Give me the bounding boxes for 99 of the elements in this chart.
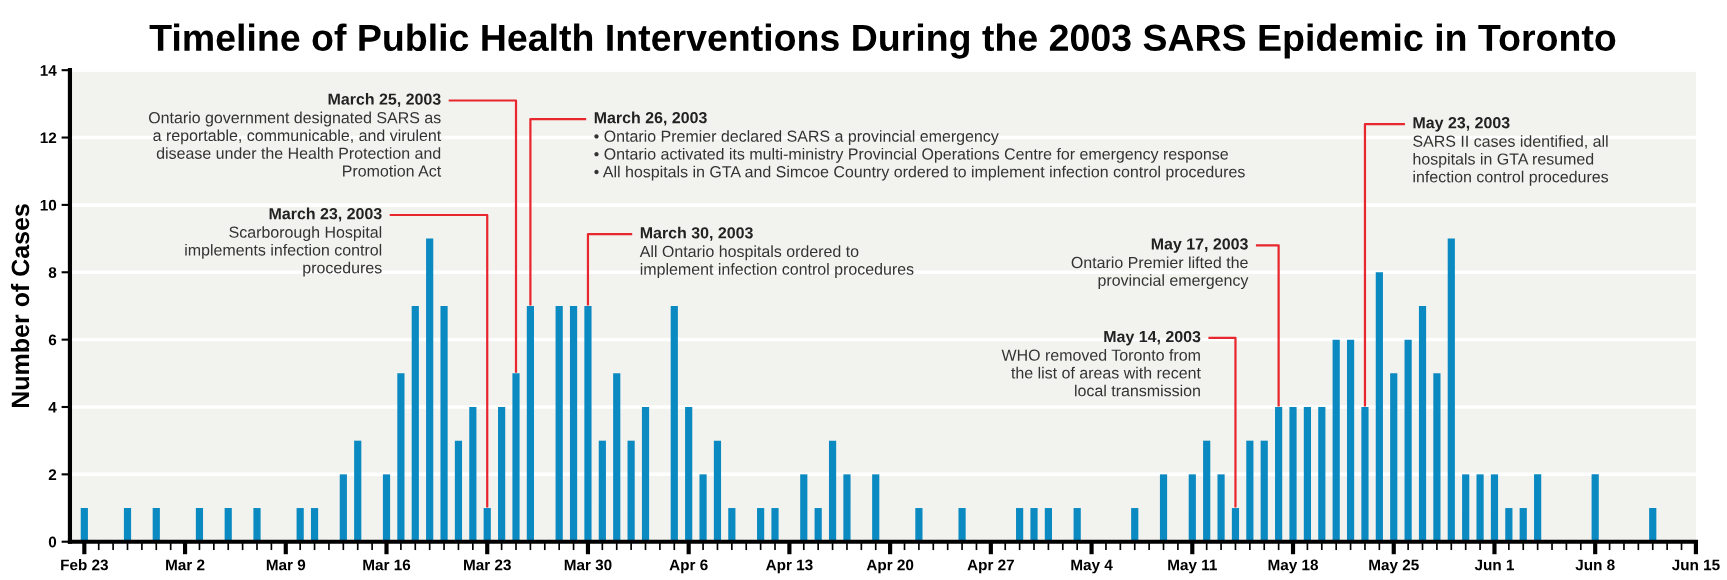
bar <box>699 474 707 542</box>
bar <box>1361 406 1369 542</box>
bar <box>1332 339 1340 542</box>
bar <box>123 508 132 542</box>
bar <box>253 508 261 542</box>
bar <box>569 305 578 542</box>
x-tick-label: May 25 <box>1369 559 1419 574</box>
bar <box>757 508 765 542</box>
x-tick-label: Feb 23 <box>61 559 108 571</box>
bar <box>641 406 650 542</box>
y-tick-label: 0 <box>48 536 57 548</box>
bar <box>828 440 837 542</box>
bar <box>1275 406 1283 542</box>
bar <box>771 508 779 542</box>
x-tick-label: Jun 15 <box>1671 559 1720 571</box>
bar <box>843 474 851 542</box>
x-tick-label: Mar 9 <box>266 559 306 571</box>
bar <box>397 373 405 542</box>
bar <box>713 440 722 542</box>
x-tick-label: Jun 8 <box>1575 559 1615 571</box>
bar <box>598 440 606 542</box>
bar <box>1447 238 1455 542</box>
bar <box>354 440 362 542</box>
x-tick-label: Mar 23 <box>464 559 511 571</box>
bar <box>440 305 448 542</box>
bar <box>1404 339 1412 542</box>
annotation: March 23, 2003 Scarborough Hospital implements infection control procedures <box>185 207 382 277</box>
bar <box>1231 508 1240 542</box>
annotation: March 25, 2003 Ontario government designated SARS as a reportable, communicable, and virulent disease under the Health Protection and Promotion Act <box>148 93 442 177</box>
bar <box>872 474 880 542</box>
bar <box>152 508 160 542</box>
bar <box>958 508 966 542</box>
x-tick-label: Apr 6 <box>669 559 708 574</box>
bar <box>728 508 736 542</box>
x-tick-label: Apr 20 <box>866 559 914 574</box>
annotation: March 26, 2003 • Ontario Premier declared SARS a provincial emergency • Ontario activated its multi-ministry Provincial Operations Centre for emergency response • All hospitals in GTA and Simcoe Country ordered to implement infection control procedures <box>594 111 1245 181</box>
y-tick-label: 14 <box>40 65 57 76</box>
bar <box>1303 406 1312 542</box>
y-tick-label: 8 <box>48 267 57 278</box>
annotation: May 23, 2003 SARS II cases identified, all hospitals in GTA resumed infection control procedures <box>1413 117 1609 186</box>
bar <box>1016 508 1024 542</box>
x-tick-label: Apr 27 <box>967 559 1014 574</box>
x-tick-label: May 4 <box>1071 559 1113 574</box>
bar <box>512 373 520 542</box>
bar <box>1159 474 1168 542</box>
annotation: May 17, 2003 Ontario Premier lifted the provincial emergency <box>1071 238 1249 290</box>
bar <box>224 508 232 542</box>
x-tick-label: Mar 30 <box>564 559 612 571</box>
bar <box>1505 508 1513 542</box>
bar <box>310 508 319 542</box>
bar <box>411 305 419 542</box>
bar <box>800 474 808 542</box>
bar <box>915 508 923 542</box>
annotation: May 14, 2003 WHO removed Toronto from the list of areas with recent local transmission <box>1001 330 1201 397</box>
bar <box>426 238 434 542</box>
x-tick-label: Mar 16 <box>363 559 411 571</box>
bar <box>1044 508 1052 542</box>
x-tick-label: Mar 2 <box>166 559 205 571</box>
bar <box>613 373 621 542</box>
annotation: March 30, 2003 All Ontario hospitals ordered to implement infection control procedures <box>639 226 914 278</box>
bar <box>814 508 822 542</box>
bar <box>1073 508 1081 542</box>
bar <box>296 508 304 542</box>
bar <box>1246 440 1254 542</box>
bar <box>454 440 463 542</box>
x-tick-label: May 18 <box>1268 559 1319 574</box>
bar <box>195 508 204 542</box>
bar <box>1649 508 1657 542</box>
bar <box>1217 474 1225 542</box>
bar <box>1030 508 1038 542</box>
x-tick-label: May 11 <box>1168 559 1217 574</box>
bar <box>469 406 477 542</box>
chart-title: Timeline of Public Health Interventions During the 2003 SARS Epidemic in Toronto <box>149 23 1616 59</box>
y-axis-title: Number of Cases <box>10 204 30 408</box>
y-tick-label: 12 <box>40 132 57 144</box>
bar <box>1318 406 1326 542</box>
bar <box>1131 508 1139 542</box>
bar <box>1462 474 1470 542</box>
y-tick-label: 4 <box>48 402 57 413</box>
bar <box>555 305 563 542</box>
bar <box>1418 305 1427 542</box>
bar <box>1534 474 1542 542</box>
bar <box>627 440 635 542</box>
bar <box>1476 474 1484 542</box>
bar <box>1260 440 1268 542</box>
bar <box>1375 272 1383 542</box>
bar <box>1519 508 1527 542</box>
y-tick-label: 10 <box>40 199 57 211</box>
bar <box>1433 373 1441 542</box>
bar <box>1346 339 1355 542</box>
bar <box>670 305 678 542</box>
x-tick-label: Apr 13 <box>766 559 813 574</box>
bar <box>526 305 534 542</box>
bar <box>339 474 347 542</box>
x-tick-label: Jun 1 <box>1474 559 1514 571</box>
y-tick-label: 2 <box>48 469 57 480</box>
y-tick-label: 6 <box>48 334 57 346</box>
bar <box>1203 440 1211 542</box>
bar <box>498 406 506 542</box>
